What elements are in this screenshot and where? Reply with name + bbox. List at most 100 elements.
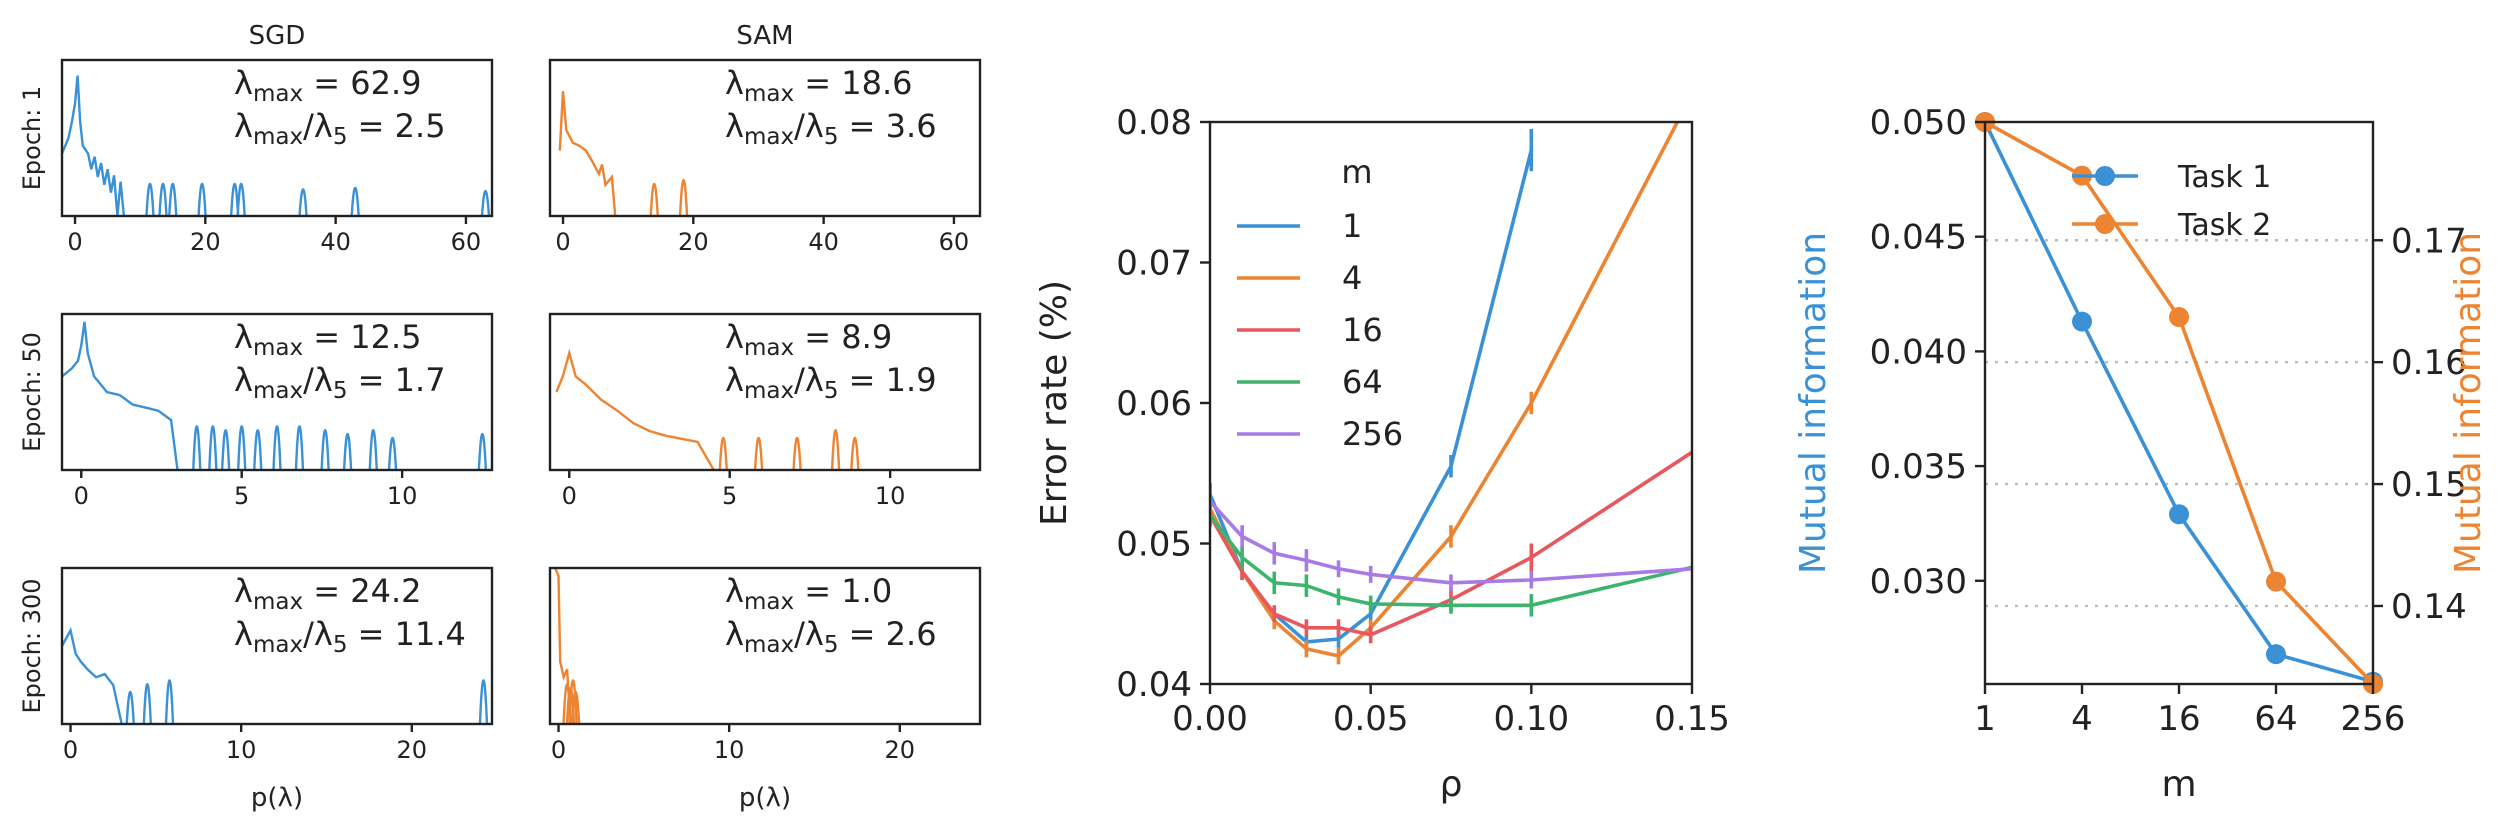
x-tick-label: 60 [451,228,482,256]
spectrum-peak [236,182,246,217]
x-tick-label: 10 [714,736,745,764]
y-axis-label-right: Mutual information [2448,232,2489,574]
y-tick-label: 0.04 [1116,665,1192,705]
lambda-max-label: λmax = 1.0 [725,572,892,615]
x-axis-label: p(λ) [739,783,791,813]
legend-label: 64 [1342,363,1383,401]
spectrum-curve [60,75,126,217]
lambda-ratio-label: λmax/λ5 = 11.4 [234,615,466,658]
y-tick-label-left: 0.045 [1870,218,1967,258]
row-label: Epoch: 50 [18,332,46,452]
y-tick-label-right: 0.17 [2391,221,2467,261]
mutual-information-chart: 1 4 16 64 256 0.030 0.035 0.040 0.045 0.050 0.14 0.… [1793,103,2489,805]
spectrum-peak [158,182,168,217]
series-line-m-4 [1210,122,1680,658]
x-tick-label: 10 [875,482,906,510]
x-tick-label: 20 [885,736,916,764]
x-tick-label: 40 [808,228,839,256]
y-tick-label-right: 0.16 [2391,343,2467,383]
x-tick-label: 0.00 [1172,699,1248,739]
x-tick-label: 16 [2157,699,2200,739]
spectrum-peak [792,436,802,471]
spectrum-peak [168,182,178,217]
lambda-ratio-label: λmax/λ5 = 2.6 [725,615,937,658]
spectrum-peak [649,182,659,217]
x-tick-label: 20 [397,736,428,764]
lambda-ratio-label: λmax/λ5 = 3.6 [725,107,937,150]
spectrum-peak [145,182,155,217]
x-tick-label: 0.05 [1333,699,1409,739]
spectrum-peak [197,182,207,217]
x-tick-label: 10 [387,482,418,510]
spectrum-peak [678,178,689,217]
panel-frame [548,312,982,472]
x-tick-label: 0.15 [1654,699,1730,739]
spectrum-curve [61,321,179,471]
x-tick-label: 0.10 [1493,699,1569,739]
spectrum-peak [342,432,353,471]
spectrum-peak [850,436,860,471]
y-tick-label: 0.05 [1116,525,1192,565]
axes-frame [1983,120,2375,686]
column-title-sgd: SGD [249,21,306,51]
spectrum-peak [298,188,308,217]
y-tick-label-right: 0.15 [2391,465,2467,505]
legend-marker [2095,166,2115,186]
error-rate-chart: 0.00 0.05 0.10 0.15 0.04 0.05 0.06 0.07 0.08 ρ Err… [1034,103,1730,805]
legend-label: 4 [1342,259,1362,297]
legend-label: 1 [1342,207,1362,245]
lambda-max-label: λmax = 18.6 [725,64,913,107]
x-tick-label: 0 [63,736,78,764]
y-axis-label-left: Mutual information [1793,232,1834,574]
x-tick-label: 0 [67,228,82,256]
x-tick-label: 20 [678,228,709,256]
legend-label: 16 [1342,311,1383,349]
x-axis-label: p(λ) [251,783,303,813]
legend-marker [2095,214,2115,234]
x-axis-label: ρ [1440,764,1463,805]
y-tick-label-left: 0.050 [1870,103,1967,143]
data-point [2072,311,2092,332]
data-point [2266,571,2286,592]
panel-frame [60,566,494,726]
panel-frame [60,58,494,218]
spectrum-peak [350,187,360,217]
lambda-ratio-label: λmax/λ5 = 1.7 [234,361,446,404]
x-tick-label: 256 [2341,699,2406,739]
y-tick-label: 0.08 [1116,103,1192,143]
spectrum-peak [477,432,488,471]
spectrum-peak [272,425,282,471]
x-tick-label: 40 [320,228,351,256]
spectrum-curve [558,91,617,217]
x-tick-label: 0 [555,228,570,256]
legend-title: m [1341,153,1372,191]
panel-frame [60,312,494,472]
spectrum-peak [320,429,330,471]
x-tick-label: 5 [234,482,249,510]
spectrum-peak [480,190,491,217]
row-label: Epoch: 1 [18,86,46,190]
spectrum-peak [830,429,841,471]
x-tick-label: 10 [226,736,257,764]
x-tick-label: 60 [939,228,970,256]
lambda-max-label: λmax = 12.5 [234,318,422,361]
data-point [2266,644,2286,665]
spectrum-peak [478,679,489,725]
spectrum-peak [253,429,263,471]
lambda-max-label: λmax = 24.2 [234,572,422,615]
spectrum-curve [553,567,572,725]
spectrum-peak [387,436,398,471]
legend-label: Task 2 [2177,208,2271,243]
lambda-max-label: λmax = 62.9 [234,64,422,107]
panel-frame [548,58,982,218]
x-tick-label: 64 [2254,699,2297,739]
series-line-task-2 [1984,120,2375,686]
y-axis-label: Error rate (%) [1034,280,1075,526]
